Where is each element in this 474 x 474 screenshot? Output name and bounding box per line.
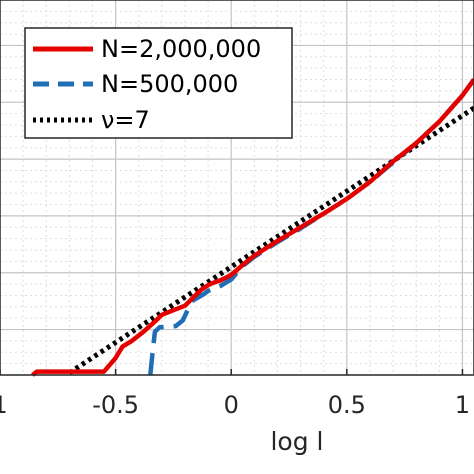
x-tick-label: 1 — [455, 391, 470, 419]
legend-label-series-3: ν=7 — [101, 106, 150, 134]
x-axis-ticks: 1 -0.5 0 0.5 1 — [0, 369, 470, 419]
x-tick-label: 0.5 — [328, 391, 366, 419]
x-tick-label: 0 — [224, 391, 239, 419]
series-group — [31, 78, 474, 377]
x-axis-label: log l — [270, 427, 323, 456]
plot-area-frame — [0, 0, 474, 376]
legend: N=2,000,000 N=500,000 ν=7 — [24, 27, 293, 139]
series-line-1 — [31, 78, 474, 377]
legend-label-series-2: N=500,000 — [101, 70, 238, 98]
x-tick-label: 1 — [0, 391, 8, 419]
legend-label-series-1: N=2,000,000 — [101, 35, 261, 63]
series-line-3 — [68, 105, 474, 375]
x-tick-label: -0.5 — [92, 391, 139, 419]
